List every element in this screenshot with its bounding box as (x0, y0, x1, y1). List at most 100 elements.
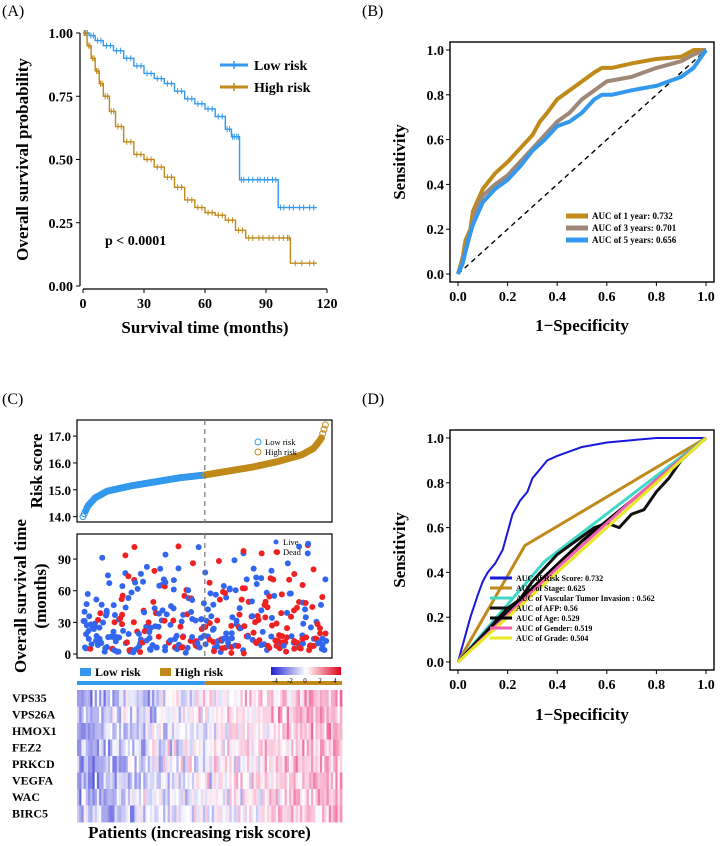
heatmap-cell (81, 805, 85, 823)
heatmap-cell (79, 756, 82, 773)
heatmap-cell (266, 772, 270, 790)
legend-label: AUC of Stage: 0.625 (516, 584, 585, 593)
heatmap-cell (145, 789, 149, 806)
heatmap-cell (308, 723, 312, 740)
heatmap-cell (112, 756, 115, 773)
heatmap-cell (176, 690, 179, 707)
gene-label: WAC (12, 790, 40, 804)
heatmap-cell (291, 805, 294, 823)
heatmap-cell (198, 690, 202, 707)
heatmap-cell (304, 772, 308, 790)
survival-point (125, 630, 132, 637)
heatmap-cell (264, 706, 268, 724)
survival-point (128, 589, 135, 596)
heatmap-cell (169, 723, 173, 740)
heatmap-cell (160, 739, 164, 757)
heatmap-cell (311, 690, 314, 707)
heatmap-cell (110, 756, 113, 773)
heatmap-cell (83, 756, 87, 773)
heatmap-cell (284, 739, 288, 757)
y-tick-label: 60 (58, 584, 71, 599)
heatmap-cell (229, 789, 232, 806)
survival-point (293, 604, 300, 611)
survival-point (115, 648, 122, 655)
survival-point (258, 607, 265, 614)
heatmap-cell (85, 772, 89, 790)
survival-point (243, 576, 250, 583)
survival-point (223, 630, 230, 637)
heatmap-cell (132, 789, 135, 806)
heatmap-cell (271, 756, 274, 773)
heatmap-cell (247, 739, 250, 757)
heatmap-cell (253, 789, 257, 806)
heatmap-cell (247, 805, 250, 823)
heatmap-cell (311, 772, 314, 790)
heatmap-cell (233, 723, 237, 740)
heatmap-cell (194, 706, 197, 724)
heatmap-cell (125, 723, 129, 740)
heatmap-cell (116, 756, 120, 773)
heatmap-cell (242, 756, 246, 773)
heatmap-cell (141, 739, 144, 757)
heatmap-cell (121, 772, 124, 790)
gene-label: FEZ2 (12, 740, 41, 754)
heatmap-cell (127, 805, 131, 823)
panel-label-c: (C) (2, 391, 23, 408)
heatmap-cell (163, 789, 166, 806)
heatmap-cell (216, 805, 219, 823)
heatmap-cell (198, 723, 202, 740)
heatmap-cell (202, 789, 206, 806)
heatmap-cell (90, 789, 93, 806)
heatmap-cell (198, 739, 202, 757)
heatmap-cell (311, 723, 314, 740)
heatmap-cell (92, 805, 96, 823)
heatmap-cell (96, 772, 100, 790)
heatmap-cell (277, 789, 281, 806)
heatmap-cell (200, 756, 204, 773)
heatmap-cell (238, 723, 241, 740)
heatmap-cell (189, 723, 193, 740)
heatmap-cell (125, 739, 129, 757)
heatmap-cell (266, 805, 270, 823)
heatmap-cell (149, 772, 153, 790)
heatmap-cell (308, 772, 312, 790)
heatmap-cell (280, 723, 283, 740)
risk-score-frame (76, 419, 333, 523)
heatmap-cell (81, 739, 85, 757)
heatmap-cell (255, 723, 259, 740)
heatmap-cell (330, 723, 334, 740)
heatmap-cell (236, 772, 239, 790)
survival-point (170, 617, 177, 624)
heatmap-cell (207, 739, 210, 757)
x-axis-title: 1−Specificity (535, 705, 629, 724)
heatmap-cell (90, 706, 93, 724)
heatmap-cell (99, 739, 102, 757)
survival-point (322, 576, 329, 583)
heatmap-cell (169, 739, 173, 757)
heatmap-cell (145, 756, 149, 773)
heatmap-cell (260, 690, 263, 707)
heatmap-cell (231, 756, 235, 773)
heatmap-cell (213, 772, 217, 790)
heatmap-cell (275, 690, 279, 707)
heatmap-cell (196, 805, 199, 823)
heatmap-cell (275, 805, 279, 823)
heatmap-cell (154, 706, 157, 724)
heatmap-cell (337, 756, 341, 773)
heatmap-cell (77, 723, 80, 740)
heatmap-cell (174, 739, 177, 757)
heatmap-cell (229, 690, 232, 707)
heatmap-cell (244, 789, 248, 806)
y-tick-label: 0.0 (427, 268, 445, 283)
heatmap-cell (251, 805, 255, 823)
heatmap-cell (127, 739, 131, 757)
survival-point (119, 621, 126, 628)
heatmap-cell (92, 756, 96, 773)
heatmap-cell (196, 723, 199, 740)
heatmap-cell (302, 706, 305, 724)
x-tick-label: 0.8 (648, 290, 666, 305)
heatmap-cell (280, 789, 283, 806)
survival-point (323, 638, 330, 645)
heatmap-cell (322, 805, 325, 823)
survival-point (96, 624, 103, 631)
